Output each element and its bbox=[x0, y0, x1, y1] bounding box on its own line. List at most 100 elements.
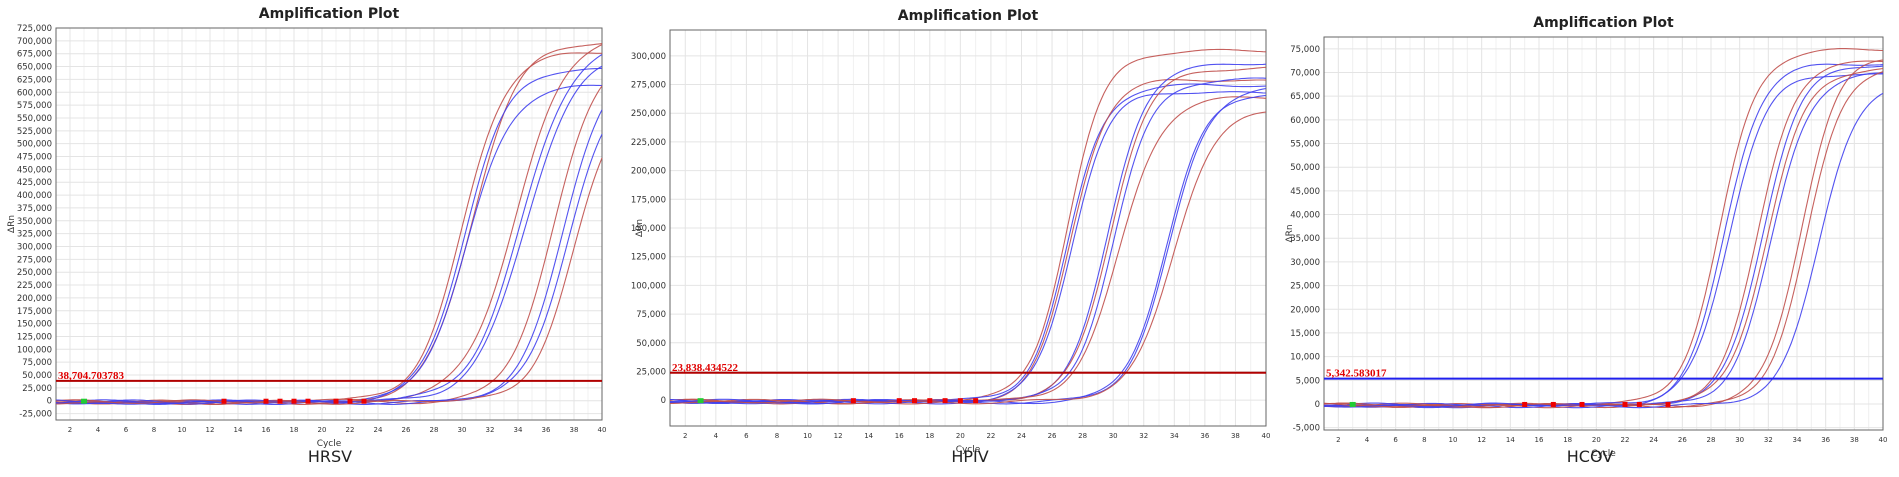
series-line bbox=[1323, 92, 1884, 409]
series-line bbox=[56, 157, 603, 405]
y-tick-label: 70,000 bbox=[1290, 69, 1320, 79]
chart-panel-hcov: -5,000 0 5,000 10,000 15,000 20,000 25,000 30,0… bbox=[1278, 0, 1899, 459]
x-tick-label: 36 bbox=[542, 426, 551, 434]
x-tick-label: 30 bbox=[1735, 436, 1744, 444]
x-tick-label: 2 bbox=[683, 432, 687, 440]
x-tick-label: 32 bbox=[486, 426, 495, 434]
baseline-end-marker bbox=[1622, 401, 1628, 407]
x-tick-label: 14 bbox=[864, 432, 873, 440]
y-tick-label: -25,000 bbox=[19, 410, 52, 420]
y-tick-label: 200,000 bbox=[631, 167, 666, 177]
baseline-end-marker bbox=[305, 398, 311, 404]
x-tick-label: 24 bbox=[1017, 432, 1026, 440]
x-tick-label: 38 bbox=[1850, 436, 1859, 444]
x-tick-label: 2 bbox=[68, 426, 72, 434]
series-group bbox=[1323, 48, 1884, 409]
y-tick-label: 450,000 bbox=[17, 165, 52, 175]
x-tick-label: 16 bbox=[1535, 436, 1544, 444]
x-tick-label: 32 bbox=[1139, 432, 1148, 440]
y-axis-label: ΔRn bbox=[7, 215, 17, 233]
baseline-end-marker bbox=[957, 398, 963, 404]
series-line bbox=[669, 111, 1267, 405]
y-tick-label: 125,000 bbox=[17, 332, 52, 342]
caption-hcov: HCOV bbox=[1566, 447, 1614, 466]
y-tick-label: 10,000 bbox=[1290, 353, 1320, 363]
y-tick-label: 225,000 bbox=[17, 281, 52, 291]
x-tick-label: 16 bbox=[895, 432, 904, 440]
y-tick-label: 50,000 bbox=[22, 371, 52, 381]
x-tick-label: 6 bbox=[124, 426, 129, 434]
y-tick-label: 325,000 bbox=[17, 230, 52, 240]
y-tick-label: 650,000 bbox=[17, 63, 52, 73]
baseline-end-marker bbox=[1579, 401, 1585, 407]
y-tick-label: 300,000 bbox=[631, 52, 666, 62]
y-tick-label: 175,000 bbox=[17, 307, 52, 317]
plot-frame bbox=[55, 27, 603, 421]
x-axis-label: Cycle bbox=[956, 445, 981, 455]
x-tick-label: 34 bbox=[1793, 436, 1802, 444]
y-tick-label: 55,000 bbox=[1290, 140, 1320, 150]
chart-title: Amplification Plot bbox=[259, 6, 400, 22]
y-tick-label: 400,000 bbox=[17, 191, 52, 201]
y-tick-label: 45,000 bbox=[1290, 187, 1320, 197]
x-tick-label: 10 bbox=[178, 426, 187, 434]
x-tick-label: 4 bbox=[714, 432, 719, 440]
x-tick-label: 14 bbox=[1506, 436, 1515, 444]
series-group bbox=[55, 43, 603, 406]
y-tick-label: 0 bbox=[661, 396, 666, 406]
x-tick-label: 16 bbox=[262, 426, 271, 434]
baseline-end-marker bbox=[850, 398, 856, 404]
x-tick-label: 28 bbox=[430, 426, 439, 434]
x-tick-label: 40 bbox=[1262, 432, 1271, 440]
x-tick-label: 22 bbox=[986, 432, 995, 440]
y-tick-label: 200,000 bbox=[17, 294, 52, 304]
y-tick-label: 40,000 bbox=[1290, 211, 1320, 221]
y-tick-label: 275,000 bbox=[17, 255, 52, 265]
y-tick-label: 225,000 bbox=[631, 138, 666, 148]
y-tick-label: 500,000 bbox=[17, 140, 52, 150]
y-tick-label: 375,000 bbox=[17, 204, 52, 214]
x-tick-label: 24 bbox=[1649, 436, 1658, 444]
baseline-end-marker bbox=[912, 398, 918, 404]
y-tick-label: 35,000 bbox=[1290, 234, 1320, 244]
baseline-end-marker bbox=[263, 398, 269, 404]
series-line bbox=[669, 94, 1267, 405]
y-tick-label: 250,000 bbox=[631, 109, 666, 119]
grid bbox=[669, 30, 1267, 426]
baseline-end-marker bbox=[927, 398, 933, 404]
y-tick-label: 575,000 bbox=[17, 101, 52, 111]
plot-frame bbox=[669, 29, 1267, 427]
x-tick-label: 6 bbox=[744, 432, 749, 440]
series-line bbox=[55, 109, 603, 405]
baseline-end-marker bbox=[1636, 401, 1642, 407]
y-tick-label: 25,000 bbox=[22, 384, 52, 394]
y-tick-label: 625,000 bbox=[17, 75, 52, 85]
y-tick-label: 75,000 bbox=[636, 310, 666, 320]
x-tick-label: 38 bbox=[1231, 432, 1240, 440]
y-tick-label: 75,000 bbox=[1290, 45, 1320, 55]
baseline-end-marker bbox=[277, 398, 283, 404]
amplification-plot-hrsv: -25,000 0 25,000 50,000 75,000 100,000 125,000… bbox=[7, 6, 606, 449]
baseline-start-marker bbox=[697, 398, 704, 404]
x-tick-label: 24 bbox=[374, 426, 383, 434]
y-tick-label: 5,000 bbox=[1296, 376, 1320, 386]
chart-title: Amplification Plot bbox=[898, 8, 1039, 24]
y-axis-label: ΔRn bbox=[1285, 224, 1295, 242]
baseline-end-marker bbox=[221, 398, 227, 404]
x-tick-label: 26 bbox=[1048, 432, 1057, 440]
x-tick-label: 20 bbox=[956, 432, 965, 440]
x-tick-label: 36 bbox=[1821, 436, 1830, 444]
threshold-label: 38,704.703783 bbox=[58, 370, 125, 382]
x-tick-label: 26 bbox=[1678, 436, 1687, 444]
y-tick-label: 475,000 bbox=[17, 153, 52, 163]
x-axis-label: Cycle bbox=[317, 439, 342, 449]
baseline-end-marker bbox=[1665, 401, 1671, 407]
x-tick-label: 34 bbox=[514, 426, 523, 434]
baseline-markers bbox=[1349, 401, 1671, 407]
plot-frame bbox=[1323, 36, 1884, 431]
x-tick-label: 8 bbox=[152, 426, 156, 434]
y-tick-label: 50,000 bbox=[1290, 163, 1320, 173]
x-axis-label: Cycle bbox=[1591, 449, 1616, 459]
baseline-markers bbox=[81, 398, 367, 404]
x-tick-label: 18 bbox=[290, 426, 299, 434]
